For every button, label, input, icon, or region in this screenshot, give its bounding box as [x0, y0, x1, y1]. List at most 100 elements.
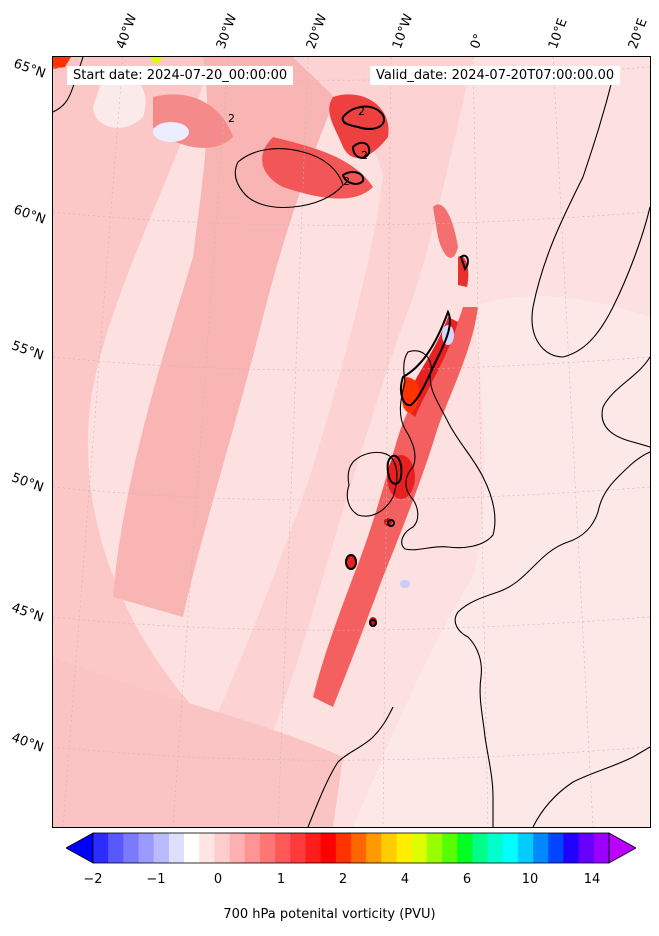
colorbar-swatch	[411, 833, 428, 863]
colorbar-swatch	[396, 833, 413, 863]
contour-4	[459, 254, 469, 271]
pv-pale-patch	[93, 74, 146, 128]
lon-label: 10°W	[389, 12, 417, 51]
contour-label-group: 2 2 2 2	[228, 105, 368, 188]
colorbar-swatch	[517, 833, 534, 863]
pv-band-west	[53, 57, 213, 747]
contour-label: 2	[343, 175, 350, 188]
lat-label: 65°N	[11, 56, 48, 82]
colorbar-swatch	[93, 833, 109, 863]
colorbar-tick: −1	[146, 872, 166, 887]
lat-label: 40°N	[9, 730, 46, 756]
lon-label: 20°E	[625, 16, 651, 51]
pv-corner-yellow	[148, 57, 163, 65]
colorbar-swatch	[563, 833, 580, 863]
coastlines	[53, 57, 650, 827]
colorbar-tick: 6	[462, 872, 472, 887]
colorbar-border	[92, 832, 610, 864]
iberia-coast	[307, 706, 394, 827]
colorbar-swatch	[244, 833, 261, 863]
colorbar-swatch	[426, 833, 443, 863]
start-date-label: Start date: 2024-07-20_00:00:00	[67, 66, 294, 85]
contour-7	[345, 554, 357, 570]
lat-label: 55°N	[9, 338, 46, 364]
colorbar-swatch	[533, 833, 549, 863]
lat-label: 45°N	[9, 600, 46, 626]
colorbar-label: 700 hPa potenital vorticity (PVU)	[223, 907, 436, 922]
contour-2	[351, 141, 371, 159]
lon-label: 10°E	[545, 16, 571, 51]
colorbar-tick: 2	[338, 872, 348, 887]
lat-label: 50°N	[9, 470, 46, 496]
lon-label: 30°W	[213, 12, 241, 51]
greenland-coast	[53, 57, 84, 113]
colorbar-swatch	[229, 833, 246, 863]
colorbar-swatch	[366, 833, 382, 863]
pv-contours	[341, 105, 469, 627]
colorbar-swatch	[578, 833, 595, 863]
colorbar-swatch	[123, 833, 140, 863]
colorbar-extend-low	[66, 832, 94, 864]
colorbar-tick: 0	[213, 872, 223, 887]
colorbar-swatch	[351, 833, 367, 863]
lon-label: 20°W	[303, 12, 331, 51]
colorbar-swatch	[275, 833, 291, 863]
continent-coast	[454, 451, 650, 827]
colorbar-tick: 14	[583, 872, 601, 887]
colorbar-swatch	[335, 833, 352, 863]
colorbar-swatch	[153, 833, 170, 863]
contour-label: 2	[361, 149, 368, 162]
contour-3	[341, 171, 365, 185]
pv-iceland-patch	[262, 137, 373, 199]
pv-band-east	[203, 57, 473, 757]
lon-label: 0°	[467, 31, 488, 51]
contour-label: 2	[358, 105, 365, 118]
contour-5	[400, 309, 451, 407]
colorbar-swatch	[457, 833, 473, 863]
pv-neg-3	[153, 122, 189, 142]
pv-pale-east	[353, 296, 650, 827]
pv-neg-2	[400, 580, 410, 588]
colorbar-swatch	[108, 833, 124, 863]
colorbar-swatch	[199, 833, 215, 863]
colorbar-swatch	[593, 833, 610, 863]
colorbar-tick: −2	[83, 872, 103, 887]
contour-6	[386, 454, 403, 485]
norway-coast	[531, 76, 650, 358]
colorbar-swatch	[502, 833, 519, 863]
pv-band-south	[53, 657, 343, 827]
contour-8	[387, 519, 395, 527]
graticule	[53, 57, 650, 827]
pv-field-map: 2 2 2 2	[53, 57, 650, 827]
colorbar-tick: 10	[521, 872, 539, 887]
colorbar-swatch	[214, 833, 231, 863]
contour-9	[369, 619, 377, 627]
colorbar-swatch	[138, 833, 155, 863]
colorbar-swatch	[381, 833, 398, 863]
ireland-coast	[346, 451, 398, 517]
colorbar-swatch	[184, 833, 200, 863]
pv-band-central	[113, 57, 353, 617]
colorbar-tick: 1	[276, 872, 286, 887]
iceland-coast	[234, 148, 344, 209]
valid-date-label: Valid_date: 2024-07-20T07:00:00.00	[370, 66, 621, 85]
pv-filament	[313, 307, 478, 707]
map-panel: 2 2 2 2	[52, 56, 651, 828]
colorbar-swatch	[305, 833, 322, 863]
lat-label: 60°N	[11, 202, 48, 228]
med-coast	[532, 746, 650, 827]
colorbar	[66, 832, 636, 864]
contour-1	[341, 105, 385, 130]
colorbar-swatch	[320, 833, 337, 863]
lon-label: 40°W	[113, 12, 141, 51]
pv-streak-2	[458, 256, 469, 287]
colorbar-swatch	[548, 833, 564, 863]
colorbar-swatch	[472, 833, 489, 863]
colorbar-swatch	[168, 833, 185, 863]
pv-corner-max	[53, 57, 71, 69]
pv-north-patch	[329, 94, 389, 158]
pv-streak-1	[433, 204, 458, 258]
colorbar-extend-high	[608, 832, 636, 864]
britain-coast	[399, 350, 496, 551]
sweden-coast	[601, 356, 650, 448]
